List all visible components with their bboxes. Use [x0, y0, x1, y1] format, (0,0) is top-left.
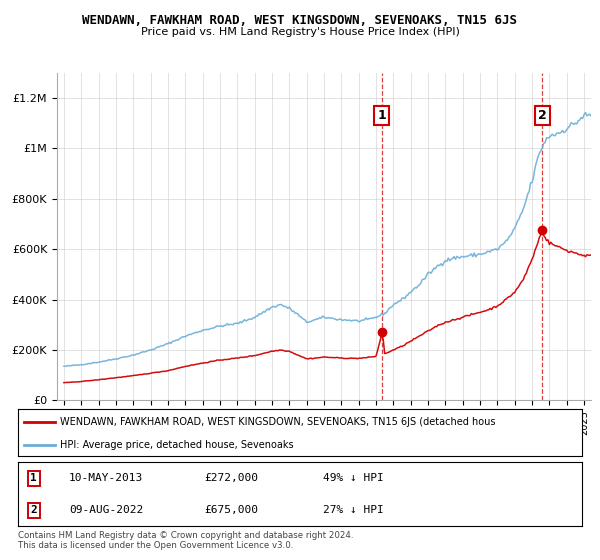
- Text: 49% ↓ HPI: 49% ↓ HPI: [323, 473, 383, 483]
- Text: 27% ↓ HPI: 27% ↓ HPI: [323, 505, 383, 515]
- Text: 10-MAY-2013: 10-MAY-2013: [69, 473, 143, 483]
- Text: WENDAWN, FAWKHAM ROAD, WEST KINGSDOWN, SEVENOAKS, TN15 6JS (detached hous: WENDAWN, FAWKHAM ROAD, WEST KINGSDOWN, S…: [60, 417, 496, 427]
- Text: Price paid vs. HM Land Registry's House Price Index (HPI): Price paid vs. HM Land Registry's House …: [140, 27, 460, 37]
- Text: WENDAWN, FAWKHAM ROAD, WEST KINGSDOWN, SEVENOAKS, TN15 6JS: WENDAWN, FAWKHAM ROAD, WEST KINGSDOWN, S…: [83, 14, 517, 27]
- Text: 09-AUG-2022: 09-AUG-2022: [69, 505, 143, 515]
- Text: 2: 2: [538, 109, 547, 122]
- Text: 1: 1: [31, 473, 37, 483]
- Text: 1: 1: [377, 109, 386, 122]
- Text: £272,000: £272,000: [204, 473, 258, 483]
- Text: 2: 2: [31, 505, 37, 515]
- Text: £675,000: £675,000: [204, 505, 258, 515]
- Text: Contains HM Land Registry data © Crown copyright and database right 2024.
This d: Contains HM Land Registry data © Crown c…: [18, 531, 353, 550]
- Text: HPI: Average price, detached house, Sevenoaks: HPI: Average price, detached house, Seve…: [60, 440, 294, 450]
